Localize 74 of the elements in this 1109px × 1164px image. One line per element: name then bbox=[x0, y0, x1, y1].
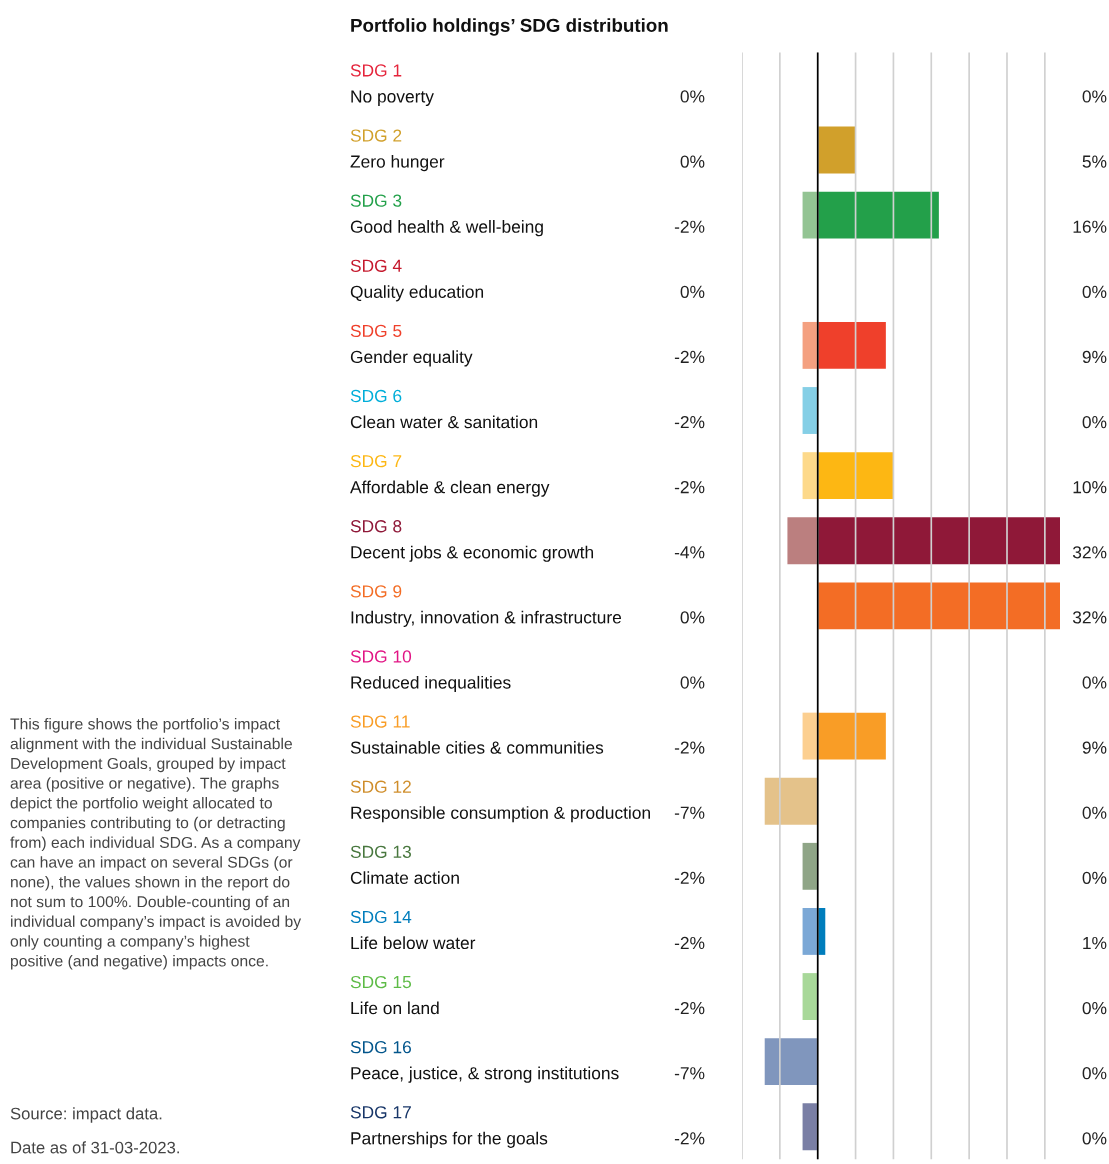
text: Date as of 31-03-2023. bbox=[11, 1141, 179, 1154]
bar bbox=[802, 842, 818, 890]
data-label: 0% bbox=[680, 611, 705, 624]
data-label: 5% bbox=[1082, 155, 1107, 168]
text: Portfolio holdings’ SDG distribution bbox=[351, 18, 668, 36]
bar bbox=[764, 777, 818, 825]
bar bbox=[802, 191, 818, 239]
data-label: 0% bbox=[1082, 871, 1107, 885]
y-tick-label: SDG 5 Gender equality bbox=[350, 324, 473, 367]
bar bbox=[802, 712, 818, 760]
bar bbox=[787, 517, 818, 565]
data-label: 9% bbox=[1082, 350, 1107, 364]
data-label: 32% bbox=[1072, 546, 1107, 559]
data-label: -2% bbox=[674, 936, 705, 950]
data-label: -2% bbox=[674, 741, 705, 754]
y-tick-label: SDG 17 Partnerships for the goals bbox=[350, 1106, 548, 1148]
data-label: -2% bbox=[674, 415, 705, 429]
bar bbox=[817, 712, 886, 760]
bar bbox=[802, 1103, 818, 1151]
bar bbox=[817, 582, 1060, 630]
y-tick-label: SDG 6 Clean water & sanitation bbox=[350, 389, 538, 429]
bar bbox=[817, 126, 856, 174]
data-label: -2% bbox=[674, 1132, 705, 1145]
bar bbox=[817, 321, 886, 369]
data-label: -2% bbox=[674, 871, 705, 884]
y-tick-label: SDG 12 Responsible consumption & production bbox=[350, 780, 650, 823]
data-label: 0% bbox=[680, 90, 705, 103]
bar bbox=[764, 1038, 818, 1086]
data-label: 32% bbox=[1072, 611, 1107, 624]
source-note: Source: impact data. bbox=[10, 1107, 162, 1123]
data-label: 0% bbox=[680, 285, 705, 298]
bar bbox=[802, 908, 818, 955]
data-label: 0% bbox=[1082, 1132, 1107, 1145]
y-tick-label: SDG 3 Good health & well-being bbox=[350, 194, 543, 237]
data-label: -7% bbox=[674, 1067, 705, 1080]
bar bbox=[802, 387, 818, 434]
data-label: 0% bbox=[1082, 806, 1107, 819]
y-tick-label: SDG 16 Peace, justice, & strong institutions bbox=[350, 1041, 619, 1083]
data-label: -2% bbox=[674, 350, 705, 364]
y-tick-label: SDG 15 Life on land bbox=[350, 975, 439, 1015]
bar bbox=[817, 191, 939, 239]
data-label: -2% bbox=[674, 220, 705, 233]
data-label: 0% bbox=[1082, 1067, 1107, 1080]
data-label: 1% bbox=[1083, 936, 1107, 950]
bar bbox=[802, 973, 818, 1020]
y-tick-label: SDG 7 Affordable & clean energy bbox=[350, 454, 550, 497]
data-label: -2% bbox=[674, 1001, 705, 1015]
data-label: -4% bbox=[674, 546, 705, 559]
bar bbox=[817, 452, 894, 500]
bar bbox=[802, 321, 818, 369]
y-tick-label: SDG 1 No poverty bbox=[350, 64, 434, 107]
data-label: 0% bbox=[1082, 1001, 1107, 1015]
data-label: 0% bbox=[680, 676, 705, 689]
y-tick-label: SDG 13 Climate action bbox=[350, 845, 459, 885]
data-label: 0% bbox=[1082, 676, 1107, 689]
y-tick-label: SDG 10 Reduced inequalities bbox=[350, 650, 511, 693]
data-label: 0% bbox=[680, 155, 705, 168]
data-label: 0% bbox=[1082, 90, 1107, 103]
y-tick-label: SDG 2 Zero hunger bbox=[350, 129, 445, 172]
bar bbox=[802, 452, 818, 500]
data-label: -7% bbox=[674, 806, 705, 819]
data-label: -2% bbox=[674, 481, 705, 494]
data-label: 16% bbox=[1073, 220, 1107, 233]
y-tick-label: SDG 8 Decent jobs & economic growth bbox=[350, 520, 594, 562]
data-label: 10% bbox=[1073, 481, 1107, 494]
text: This figure shows the portfolio’s impact alignment with the individual Sustainable Development Goals, grouped by impact area (positive or negative). The graphs depict the portfolio weight allocated to companies contributing to (or detracting from) each individual SDG. As a company can have an impact on several SDGs (or none), the values shown in the report do not sum to 100%. Double-counting of an individual company’s impact is avoided by only counting a company’s highest positive (and negative) impacts once. bbox=[10, 718, 302, 970]
bar bbox=[817, 517, 1060, 565]
data-label: 0% bbox=[1082, 415, 1107, 429]
y-tick-label: SDG 4 Quality education bbox=[350, 259, 484, 302]
data-label: 9% bbox=[1082, 741, 1107, 754]
data-label: 0% bbox=[1082, 285, 1107, 298]
y-tick-label: SDG 14 Life below water bbox=[350, 910, 476, 950]
y-tick-label: SDG 9 Industry, innovation & infrastructure bbox=[350, 585, 622, 627]
y-tick-label: SDG 11 Sustainable cities & communities bbox=[350, 715, 604, 754]
